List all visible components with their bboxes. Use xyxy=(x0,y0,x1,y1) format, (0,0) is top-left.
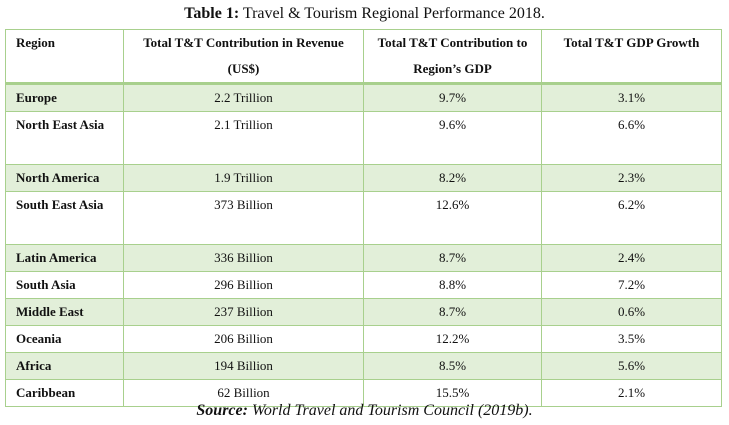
source-note: Source: World Travel and Tourism Council… xyxy=(0,401,729,421)
revenue-cell: 336 Billion xyxy=(123,244,364,272)
table-row: South Asia 296 Billion 8.8% 7.2% xyxy=(5,271,722,299)
revenue-cell: 194 Billion xyxy=(123,352,364,380)
growth-cell: 2.4% xyxy=(541,244,722,272)
region-cell: Europe xyxy=(5,83,124,112)
gdp-share-cell: 8.2% xyxy=(363,164,542,192)
header-gdp-growth: Total T&T GDP Growth xyxy=(541,29,722,85)
gdp-share-cell: 12.6% xyxy=(363,191,542,245)
revenue-cell: 2.2 Trillion xyxy=(123,83,364,112)
table-row: Middle East 237 Billion 8.7% 0.6% xyxy=(5,298,722,326)
revenue-cell: 62 Billion xyxy=(123,379,364,407)
growth-cell: 2.3% xyxy=(541,164,722,192)
caption-title: Travel & Tourism Regional Performance 20… xyxy=(242,5,545,22)
region-cell: Latin America xyxy=(5,244,124,272)
table-row: North America 1.9 Trillion 8.2% 2.3% xyxy=(5,164,722,192)
revenue-cell: 1.9 Trillion xyxy=(123,164,364,192)
source-label: Source: xyxy=(196,402,248,419)
table-row: Caribbean 62 Billion 15.5% 2.1% xyxy=(5,379,722,407)
revenue-cell: 2.1 Trillion xyxy=(123,111,364,165)
growth-cell: 3.5% xyxy=(541,325,722,353)
table-row: South East Asia 373 Billion 12.6% 6.2% xyxy=(5,191,722,245)
gdp-share-cell: 8.8% xyxy=(363,271,542,299)
region-cell: Caribbean xyxy=(5,379,124,407)
source-text: World Travel and Tourism Council (2019b)… xyxy=(251,402,533,419)
caption-label: Table 1: xyxy=(184,5,240,22)
table-row: North East Asia 2.1 Trillion 9.6% 6.6% xyxy=(5,111,722,165)
header-region: Region xyxy=(5,29,124,85)
table-row: Africa 194 Billion 8.5% 5.6% xyxy=(5,352,722,380)
region-cell: South Asia xyxy=(5,271,124,299)
performance-table: Region Total T&T Contribution in Revenue… xyxy=(5,29,722,407)
revenue-cell: 237 Billion xyxy=(123,298,364,326)
growth-cell: 7.2% xyxy=(541,271,722,299)
growth-cell: 5.6% xyxy=(541,352,722,380)
table-row: Oceania 206 Billion 12.2% 3.5% xyxy=(5,325,722,353)
growth-cell: 3.1% xyxy=(541,83,722,112)
gdp-share-cell: 8.5% xyxy=(363,352,542,380)
region-cell: North East Asia xyxy=(5,111,124,165)
revenue-cell: 206 Billion xyxy=(123,325,364,353)
region-cell: Oceania xyxy=(5,325,124,353)
table-caption: Table 1: Travel & Tourism Regional Perfo… xyxy=(0,4,729,24)
table-row: Europe 2.2 Trillion 9.7% 3.1% xyxy=(5,83,722,112)
region-cell: Africa xyxy=(5,352,124,380)
growth-cell: 6.6% xyxy=(541,111,722,165)
revenue-cell: 373 Billion xyxy=(123,191,364,245)
growth-cell: 0.6% xyxy=(541,298,722,326)
gdp-share-cell: 8.7% xyxy=(363,244,542,272)
gdp-share-cell: 9.6% xyxy=(363,111,542,165)
revenue-cell: 296 Billion xyxy=(123,271,364,299)
region-cell: North America xyxy=(5,164,124,192)
gdp-share-cell: 8.7% xyxy=(363,298,542,326)
region-cell: South East Asia xyxy=(5,191,124,245)
header-gdp-share: Total T&T Contribution to Region’s GDP xyxy=(363,29,542,85)
gdp-share-cell: 9.7% xyxy=(363,83,542,112)
header-row: Region Total T&T Contribution in Revenue… xyxy=(5,29,722,85)
region-cell: Middle East xyxy=(5,298,124,326)
table-row: Latin America 336 Billion 8.7% 2.4% xyxy=(5,244,722,272)
growth-cell: 6.2% xyxy=(541,191,722,245)
gdp-share-cell: 12.2% xyxy=(363,325,542,353)
growth-cell: 2.1% xyxy=(541,379,722,407)
header-revenue: Total T&T Contribution in Revenue (US$) xyxy=(123,29,364,85)
